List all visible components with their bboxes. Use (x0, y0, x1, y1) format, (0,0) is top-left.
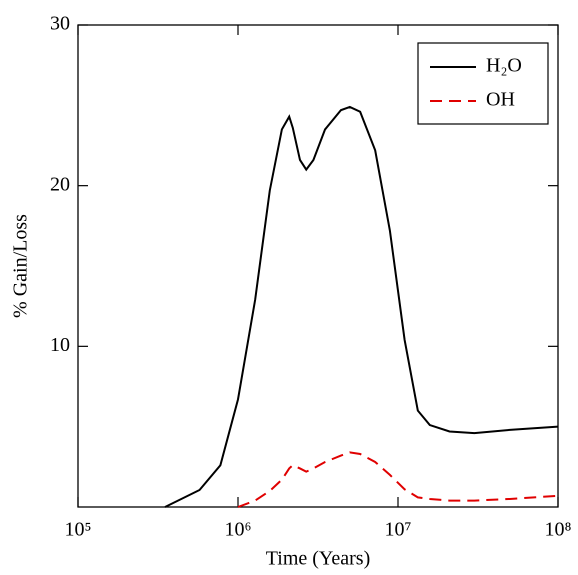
series-line (237, 451, 559, 508)
legend-label: H₂O (486, 55, 522, 77)
series-line (164, 105, 559, 508)
legend-label: OH (486, 89, 515, 111)
legend-box (417, 42, 549, 125)
y-tick-label: 30 (50, 13, 70, 35)
y-tick-label: 10 (50, 334, 70, 356)
y-axis-label: % Gain/Loss (10, 214, 32, 318)
x-tick-label: 10⁷ (385, 519, 412, 541)
y-tick-label: 20 (50, 173, 70, 195)
x-tick-label: 10⁵ (65, 519, 92, 541)
x-tick-label: 10⁸ (545, 519, 572, 541)
x-tick-label: 10⁶ (225, 519, 252, 541)
plot-frame (77, 24, 559, 508)
x-axis-label: Time (Years) (266, 548, 370, 570)
